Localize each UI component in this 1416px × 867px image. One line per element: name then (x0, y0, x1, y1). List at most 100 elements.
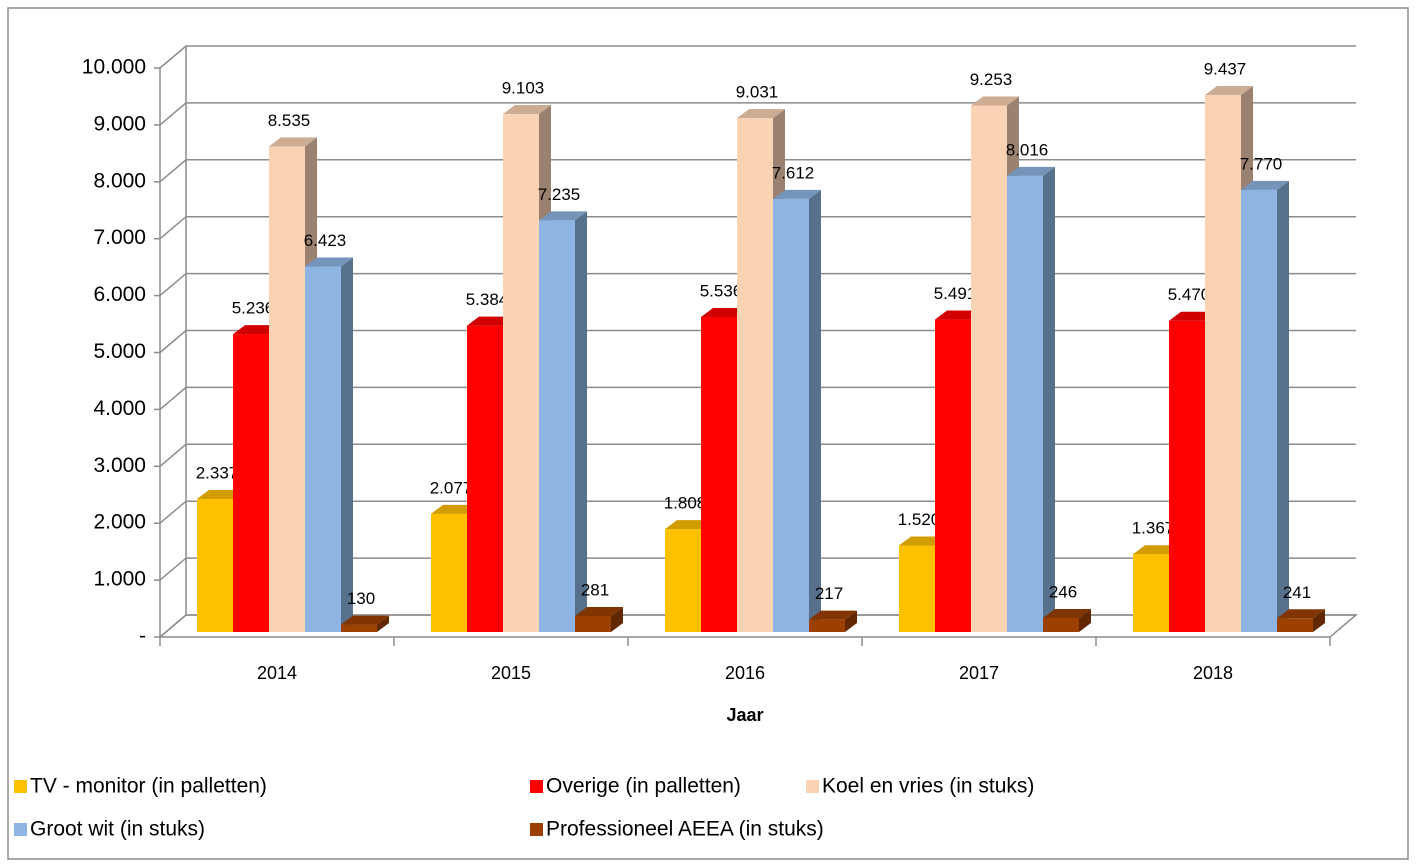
data-label: 2.077 (430, 478, 473, 497)
bar (1205, 95, 1241, 633)
bar (269, 146, 305, 632)
bar-side (809, 189, 821, 632)
bar (197, 499, 233, 632)
data-label: 9.103 (502, 79, 545, 98)
bar-side (1079, 609, 1091, 632)
bar (503, 114, 539, 632)
data-label: 246 (1049, 582, 1077, 601)
bar (341, 624, 377, 632)
bar-top (1043, 609, 1091, 619)
legend-label: Professioneel AEEA (in stuks) (546, 818, 824, 841)
bar-top (773, 189, 821, 199)
bar (1133, 554, 1169, 632)
grid-line (159, 159, 1356, 183)
bar-top (1007, 166, 1055, 176)
bar (665, 529, 701, 632)
bar (305, 266, 341, 632)
bar-side (575, 211, 587, 633)
data-label: 9.253 (970, 70, 1013, 89)
grid-line (159, 272, 1356, 297)
data-label: 8.016 (1006, 140, 1049, 159)
y-tick-label: 6.000 (93, 283, 146, 306)
bar-top (971, 96, 1019, 106)
bar-side (1313, 609, 1325, 632)
data-label: 7.235 (538, 185, 581, 204)
bar-side (1043, 166, 1055, 633)
bar-top (1241, 180, 1289, 190)
x-tick-label: 2015 (491, 663, 531, 683)
bar-top (737, 109, 785, 119)
data-label: 130 (347, 589, 375, 608)
data-label: 281 (581, 580, 609, 599)
data-label: 5.536 (700, 281, 743, 300)
data-label: 9.437 (1204, 60, 1247, 79)
legend-label: Koel en vries (in stuks) (822, 775, 1034, 798)
legend-label: Overige (in palletten) (546, 775, 741, 798)
bar-top (575, 607, 623, 617)
x-tick-label: 2017 (959, 663, 999, 683)
bar (899, 545, 935, 632)
data-label: 217 (815, 584, 843, 603)
data-label: 1.808 (664, 494, 707, 513)
bar (1043, 618, 1079, 632)
grid-line (159, 215, 1356, 240)
bar (539, 220, 575, 633)
bar (1277, 618, 1313, 632)
bar-top (503, 105, 551, 115)
bar (809, 619, 845, 632)
y-tick-label: 10.000 (82, 56, 146, 79)
legend-label: Groot wit (in stuks) (30, 818, 205, 841)
legend-swatch (806, 780, 819, 793)
data-label: 1.367 (1132, 519, 1175, 538)
bar (1241, 189, 1277, 632)
legend-swatch (14, 823, 27, 836)
legend-label: TV - monitor (in palletten) (30, 775, 267, 798)
grid-line (159, 102, 1356, 126)
data-label: 5.384 (466, 290, 509, 309)
y-tick-label: 8.000 (93, 169, 146, 192)
legend-swatch (530, 823, 543, 836)
data-label: 2.337 (196, 464, 239, 483)
bar-top (539, 211, 587, 221)
bar (737, 118, 773, 632)
y-tick-label: 7.000 (93, 226, 146, 249)
data-label: 241 (1283, 583, 1311, 602)
x-tick-label: 2016 (725, 663, 765, 683)
y-tick-label: 1.000 (93, 568, 146, 591)
bar-top (1205, 86, 1253, 96)
data-label: 1.520 (898, 510, 941, 529)
data-label: 7.612 (772, 163, 815, 182)
bar-side (1277, 180, 1289, 632)
x-tick-label: 2014 (257, 663, 297, 683)
bar (701, 317, 737, 632)
data-label: 5.470 (1168, 285, 1211, 304)
bar-top (341, 615, 389, 625)
bar-top (809, 610, 857, 620)
y-tick-label: - (139, 625, 146, 648)
data-label: 5.491 (934, 284, 977, 303)
bar (1007, 175, 1043, 633)
data-label: 9.031 (736, 83, 779, 102)
bar (467, 325, 503, 632)
data-label: 5.236 (232, 299, 275, 318)
bar-side (845, 610, 857, 632)
y-tick-label: 2.000 (93, 511, 146, 534)
bar (431, 513, 467, 632)
data-label: 7.770 (1240, 154, 1283, 173)
y-tick-label: 3.000 (93, 454, 146, 477)
bar-top (1277, 609, 1325, 619)
y-tick-label: 5.000 (93, 340, 146, 363)
bar (971, 105, 1007, 633)
bar-side (377, 615, 389, 632)
grid-line (159, 45, 1356, 69)
bar-side (611, 607, 623, 632)
bar-top (269, 137, 317, 147)
bar-top (305, 257, 353, 267)
bar (233, 334, 269, 632)
data-label: 8.535 (268, 111, 311, 130)
x-axis-label: Jaar (726, 705, 763, 725)
legend-swatch (530, 780, 543, 793)
y-tick-label: 4.000 (93, 397, 146, 420)
bar-side (341, 257, 353, 632)
